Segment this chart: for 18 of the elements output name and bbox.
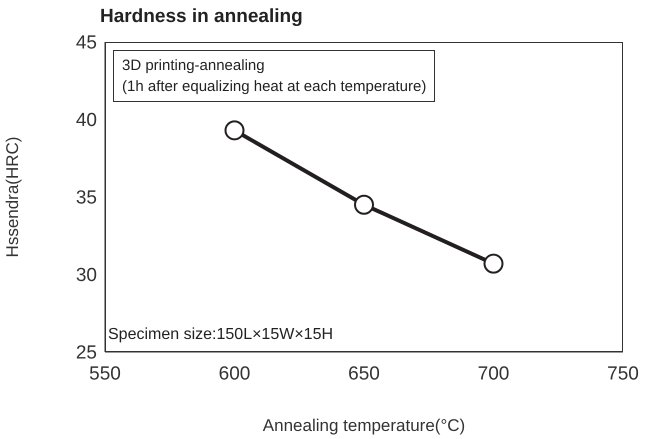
x-tick-label: 600 <box>218 363 250 384</box>
annotation: 3D printing-annealing (1h after equalizing heat at each temperature) <box>113 50 436 102</box>
x-axis-title: Annealing temperature(°C) <box>262 416 466 435</box>
point <box>224 120 244 140</box>
x-tick-label: 550 <box>89 363 121 384</box>
x-tick-label: 750 <box>607 363 639 384</box>
y-tick-label: 35 <box>76 188 97 209</box>
point <box>354 194 374 215</box>
y-axis-title: Hssendra(HRC) <box>3 136 22 258</box>
annotation: Specimen size:150L×15W×15H <box>108 326 334 344</box>
y-tick-label: 45 <box>76 32 97 54</box>
y-tick-label: 25 <box>76 342 97 364</box>
y-tick-label: 30 <box>76 265 97 286</box>
x-tick-label: 650 <box>348 363 380 384</box>
x-tick-label: 700 <box>478 363 510 384</box>
chart-title: Hardness in annealing <box>100 6 303 28</box>
point <box>484 254 504 274</box>
y-tick-label: 40 <box>76 110 97 132</box>
